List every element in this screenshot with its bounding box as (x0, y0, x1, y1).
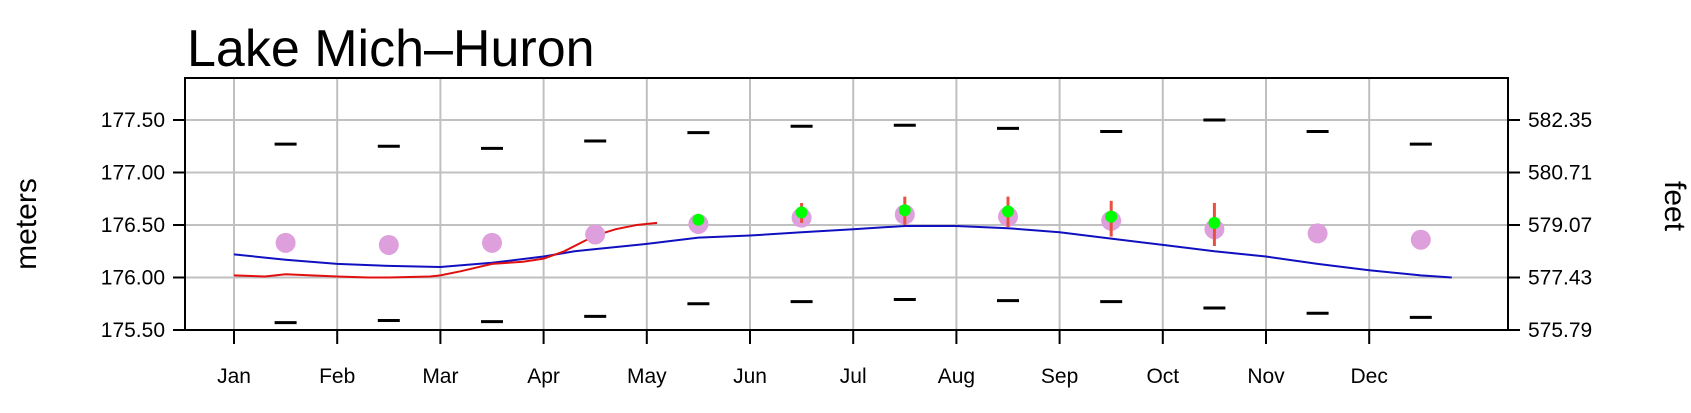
month-label: Jun (733, 365, 767, 388)
month-label: Apr (527, 365, 560, 388)
forecast-point (1208, 216, 1221, 229)
chart-title: Lake Mich–Huron (187, 20, 595, 78)
left-tick-label: 175.50 (101, 319, 165, 342)
monthly-mean-dot (275, 232, 296, 253)
forecast-point (692, 213, 705, 226)
forecast-point (1105, 210, 1118, 223)
left-axis: 175.50 176.00 176.50 177.00 177.50 (101, 109, 185, 342)
y-axis-title-right: feet (1658, 181, 1691, 232)
plot-frame (184, 77, 1509, 331)
month-label: Jan (217, 365, 251, 388)
monthly-mean-dot (1410, 229, 1431, 250)
monthly-mean-dot (585, 224, 606, 245)
monthly-mean-dot (378, 234, 399, 255)
forecast-point (795, 206, 808, 219)
left-tick-label: 176.00 (101, 267, 165, 290)
month-label: Sep (1041, 365, 1078, 388)
left-tick-label: 176.50 (101, 214, 165, 237)
x-axis: Jan Feb Mar Apr May Jun Jul Aug Sep Oct Nov Dec (217, 329, 1388, 388)
y-axis-title-left: meters (10, 178, 43, 270)
right-tick-label: 579.07 (1528, 214, 1592, 237)
month-label: Mar (422, 365, 458, 388)
marks-layer (274, 118, 1432, 325)
right-axis: 575.79 577.43 579.07 580.71 582.35 (1508, 109, 1592, 342)
month-label: Feb (319, 365, 355, 388)
left-tick-label: 177.00 (101, 162, 165, 185)
forecast-point (1002, 205, 1014, 218)
month-label: Dec (1351, 365, 1388, 388)
right-tick-label: 582.35 (1528, 109, 1592, 132)
grid (185, 78, 1508, 330)
series-layer (233, 221, 1452, 279)
forecast-point (898, 204, 911, 217)
month-label: May (627, 365, 667, 388)
month-label: Oct (1146, 365, 1179, 388)
monthly-mean-dot (482, 232, 502, 253)
right-tick-label: 575.79 (1528, 319, 1592, 342)
month-label: Jul (840, 365, 867, 388)
monthly-mean-dot (1307, 223, 1328, 244)
left-tick-label: 177.50 (101, 109, 165, 132)
right-tick-label: 580.71 (1528, 162, 1592, 185)
blue-water-level-line (233, 225, 1452, 279)
month-label: Aug (938, 365, 975, 388)
right-tick-label: 577.43 (1528, 267, 1592, 290)
month-label: Nov (1247, 365, 1285, 388)
